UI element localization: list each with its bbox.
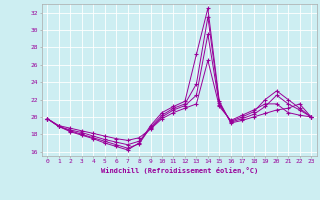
X-axis label: Windchill (Refroidissement éolien,°C): Windchill (Refroidissement éolien,°C) — [100, 167, 258, 174]
